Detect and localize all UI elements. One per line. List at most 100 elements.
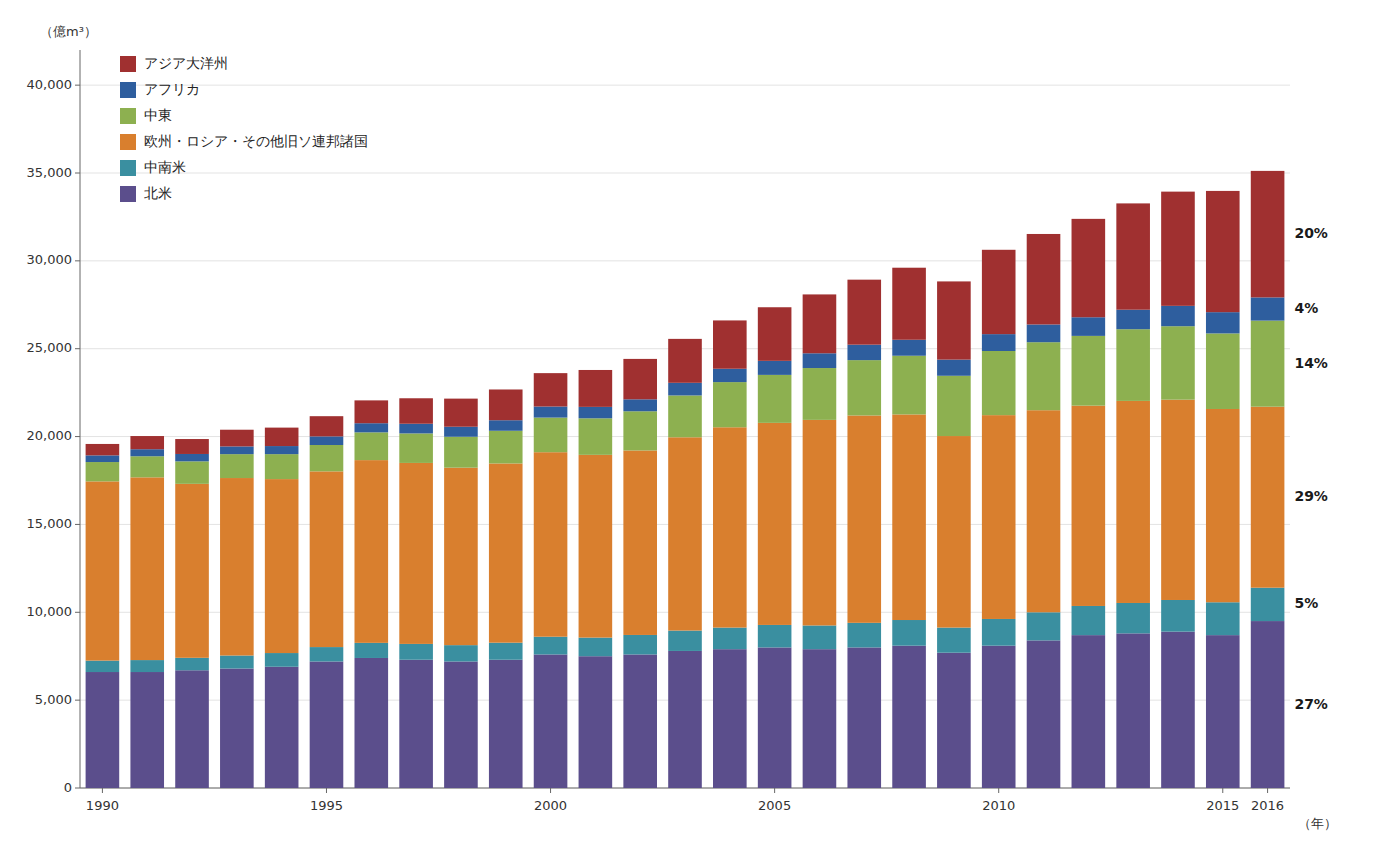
bar [1161,326,1195,399]
y-axis-label: （億m³） [40,24,97,39]
bar [1116,203,1150,309]
legend-swatch [120,56,136,72]
bar [579,370,613,407]
y-tick [75,524,80,525]
bar [220,669,254,788]
bar [399,660,433,788]
y-tick [75,348,80,349]
bar [579,638,613,657]
bar [489,420,523,431]
bar [579,407,613,418]
annotations: 20%4%14%29%5%27% [1294,225,1328,711]
bar [444,468,478,645]
series [86,400,1285,661]
bar [1027,612,1061,640]
bar [803,420,837,626]
x-axis: 1990199520002005201020152016 [86,788,1284,813]
bar [310,436,344,445]
bar [1116,603,1150,633]
bar [803,294,837,353]
bar [1206,333,1240,409]
bar [1072,606,1106,635]
bar [534,654,568,788]
bar [982,619,1016,646]
bar [937,281,971,359]
legend-swatch [120,160,136,176]
bar [937,436,971,628]
bar [847,360,881,415]
y-tick-label: 35,000 [27,165,73,180]
bar [803,649,837,788]
bar [534,418,568,453]
bar [982,250,1016,334]
bar [175,461,209,483]
bar [668,395,702,437]
bar [623,411,657,450]
bar [1206,312,1240,333]
legend-swatch [120,186,136,202]
annotation: 27% [1294,696,1328,712]
legend-label: アジア大洋州 [144,55,228,71]
bar [130,660,164,672]
bar [847,415,881,622]
legend-label: 欧州・ロシア・その他旧ソ連邦諸国 [144,133,368,149]
bar [668,339,702,383]
bar [1206,602,1240,635]
bar [354,643,388,658]
legend-label: 中南米 [144,159,186,175]
bar [982,415,1016,619]
bar [668,631,702,651]
bar [1027,640,1061,788]
bar [1072,406,1106,606]
bar [1072,336,1106,406]
bar [1116,401,1150,603]
bar [399,433,433,463]
bar [1072,317,1106,336]
bar [713,369,747,382]
bar [310,647,344,661]
y-tick-label: 20,000 [27,428,73,443]
bar [758,375,792,423]
y-tick-label: 10,000 [27,604,73,619]
grid [80,85,1290,788]
bar [444,399,478,427]
bar [175,439,209,454]
bar [758,647,792,788]
bar [444,645,478,661]
legend: アジア大洋州アフリカ中東欧州・ロシア・その他旧ソ連邦諸国中南米北米 [120,55,368,202]
bar [847,623,881,648]
y-tick [75,700,80,701]
bar [489,660,523,788]
bar [1251,588,1285,621]
x-tick-label: 1995 [310,798,343,813]
bar [937,653,971,788]
bar [534,637,568,655]
legend-swatch [120,108,136,124]
bar [444,661,478,788]
bar [1206,635,1240,788]
bar [892,646,926,788]
x-tick [1267,788,1268,793]
x-tick [326,788,327,793]
bar [1027,324,1061,342]
bar [713,427,747,627]
bar [354,400,388,423]
x-tick [1222,788,1223,793]
y-tick [75,612,80,613]
y-tick-label: 5,000 [35,692,72,707]
bar [1072,635,1106,788]
legend-swatch [120,134,136,150]
y-axis: 05,00010,00015,00020,00025,00030,00035,0… [27,77,81,795]
bar [1116,310,1150,330]
bar [175,670,209,788]
grid-line [80,85,1290,86]
bar [130,436,164,449]
bar [354,423,388,432]
legend-swatch [120,82,136,98]
bar [220,430,254,447]
bar [1251,321,1285,407]
bar [847,280,881,345]
bar [489,643,523,660]
bar [758,625,792,647]
bar [130,449,164,456]
